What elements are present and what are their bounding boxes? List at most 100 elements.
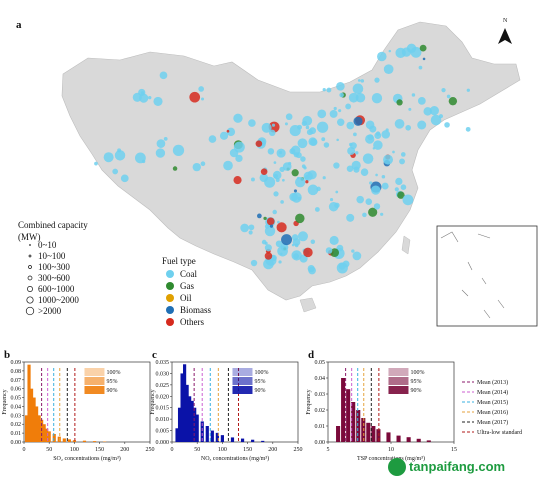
histogram-bar: [406, 437, 411, 442]
plant-marker: [336, 81, 345, 91]
histogram-bar: [37, 415, 41, 442]
percentile-label: 90%: [106, 388, 117, 394]
histogram-bar: [240, 438, 245, 442]
plant-marker: [208, 135, 217, 143]
plant-marker: [153, 96, 163, 106]
plant-marker: [394, 187, 399, 192]
capacity-legend-unit: (MW): [18, 232, 41, 242]
histogram-bar: [47, 431, 51, 442]
y-tick-label: 0.01: [315, 424, 326, 430]
y-axis-label: Frequency: [2, 389, 8, 414]
plant-marker: [329, 235, 339, 246]
watermark: tanpaifang.com: [388, 458, 505, 476]
plant-marker: [273, 161, 277, 164]
plant-marker: [189, 91, 201, 103]
fuel-legend-item: Others: [180, 317, 204, 327]
y-tick-label: 0.07: [11, 378, 22, 384]
plant-marker: [307, 170, 317, 180]
plant-marker: [292, 238, 301, 246]
percentile-label: 90%: [254, 388, 265, 394]
plant-marker: [345, 103, 352, 110]
y-tick-label: 0.03: [11, 413, 22, 419]
percentile-label: 100%: [106, 370, 120, 376]
plant-marker: [417, 96, 426, 105]
y-tick-label: 0.010: [156, 417, 170, 423]
taiwan-island: [401, 235, 411, 255]
x-tick-label: 250: [146, 447, 155, 453]
histogram-bar: [336, 426, 341, 442]
plant-marker: [156, 139, 166, 148]
watermark-text: tanpaifang.com: [409, 459, 505, 474]
plant-marker: [120, 174, 129, 183]
plant-marker: [172, 144, 185, 157]
histogram-bar: [351, 402, 356, 442]
plant-marker: [233, 141, 245, 153]
plant-marker: [269, 129, 276, 137]
plant-marker: [295, 213, 305, 224]
north-arrow-icon: [498, 28, 512, 44]
capacity-legend: 0~1010~100100~300300~600600~10001000~200…: [25, 240, 79, 316]
plant-marker: [278, 150, 283, 155]
histogram-bar: [230, 437, 235, 442]
plant-marker: [418, 65, 423, 70]
plant-marker: [346, 121, 355, 130]
histogram-bar: [205, 426, 209, 442]
plant-marker: [223, 160, 233, 171]
y-tick-label: 0.09: [11, 360, 22, 366]
y-tick-label: 0.05: [11, 396, 22, 402]
histogram-d: d 100% 95% 90% 5 10 15 0.00 0.01 0.02 0.03 0.04 0.05…: [306, 349, 457, 462]
panel-label-d: d: [308, 349, 314, 361]
plant-marker: [377, 51, 387, 62]
plant-marker: [399, 158, 405, 165]
plant-marker: [392, 150, 395, 154]
histogram-bar: [220, 435, 224, 442]
panel-label-c: c: [152, 349, 157, 361]
plant-marker: [264, 244, 272, 252]
histogram-bar: [251, 439, 255, 442]
plant-marker: [444, 122, 450, 128]
plant-marker: [264, 224, 270, 229]
plant-marker: [316, 121, 329, 133]
fuel-legend-item: Coal: [180, 269, 197, 279]
plant-marker: [303, 247, 313, 258]
fuel-color-swatch: [166, 318, 174, 326]
plant-marker: [368, 207, 378, 217]
plant-marker: [356, 195, 364, 204]
percentile-swatch: [232, 386, 253, 394]
plant-marker: [381, 130, 391, 139]
fuel-legend-item: Biomass: [180, 305, 212, 315]
plant-marker: [240, 223, 249, 233]
plant-marker: [322, 176, 326, 180]
percentile-swatch: [84, 368, 105, 376]
plant-marker: [302, 115, 313, 126]
plant-marker: [411, 93, 416, 97]
plant-marker: [233, 113, 243, 123]
plant-marker: [297, 231, 308, 242]
x-tick-label: 5: [327, 447, 330, 453]
inset-islands: [440, 231, 505, 319]
plant-marker: [352, 83, 364, 95]
histogram-bar: [261, 440, 265, 442]
plant-marker: [140, 91, 145, 95]
plant-marker: [285, 113, 293, 121]
plant-marker: [307, 184, 319, 196]
percentile-label: 100%: [254, 370, 268, 376]
plant-marker: [346, 213, 355, 222]
plant-marker: [257, 213, 262, 219]
plant-marker: [353, 116, 363, 126]
plant-marker: [422, 57, 426, 61]
histogram-b: b 100% 95% 90% 0 50 100 150 200 250 0.00 0.01 0.02 0.…: [2, 349, 155, 462]
histogram-bar: [346, 389, 351, 442]
plant-marker: [198, 86, 205, 92]
plant-marker: [200, 97, 205, 101]
x-tick-label: 0: [171, 447, 174, 453]
plant-marker: [351, 249, 355, 253]
plant-marker: [323, 142, 330, 148]
plant-marker: [348, 92, 359, 103]
plant-marker: [277, 220, 280, 224]
y-tick-label: 0.06: [11, 387, 22, 393]
plant-marker: [351, 160, 361, 170]
histogram-bar: [42, 424, 46, 442]
plant-marker: [117, 148, 122, 153]
